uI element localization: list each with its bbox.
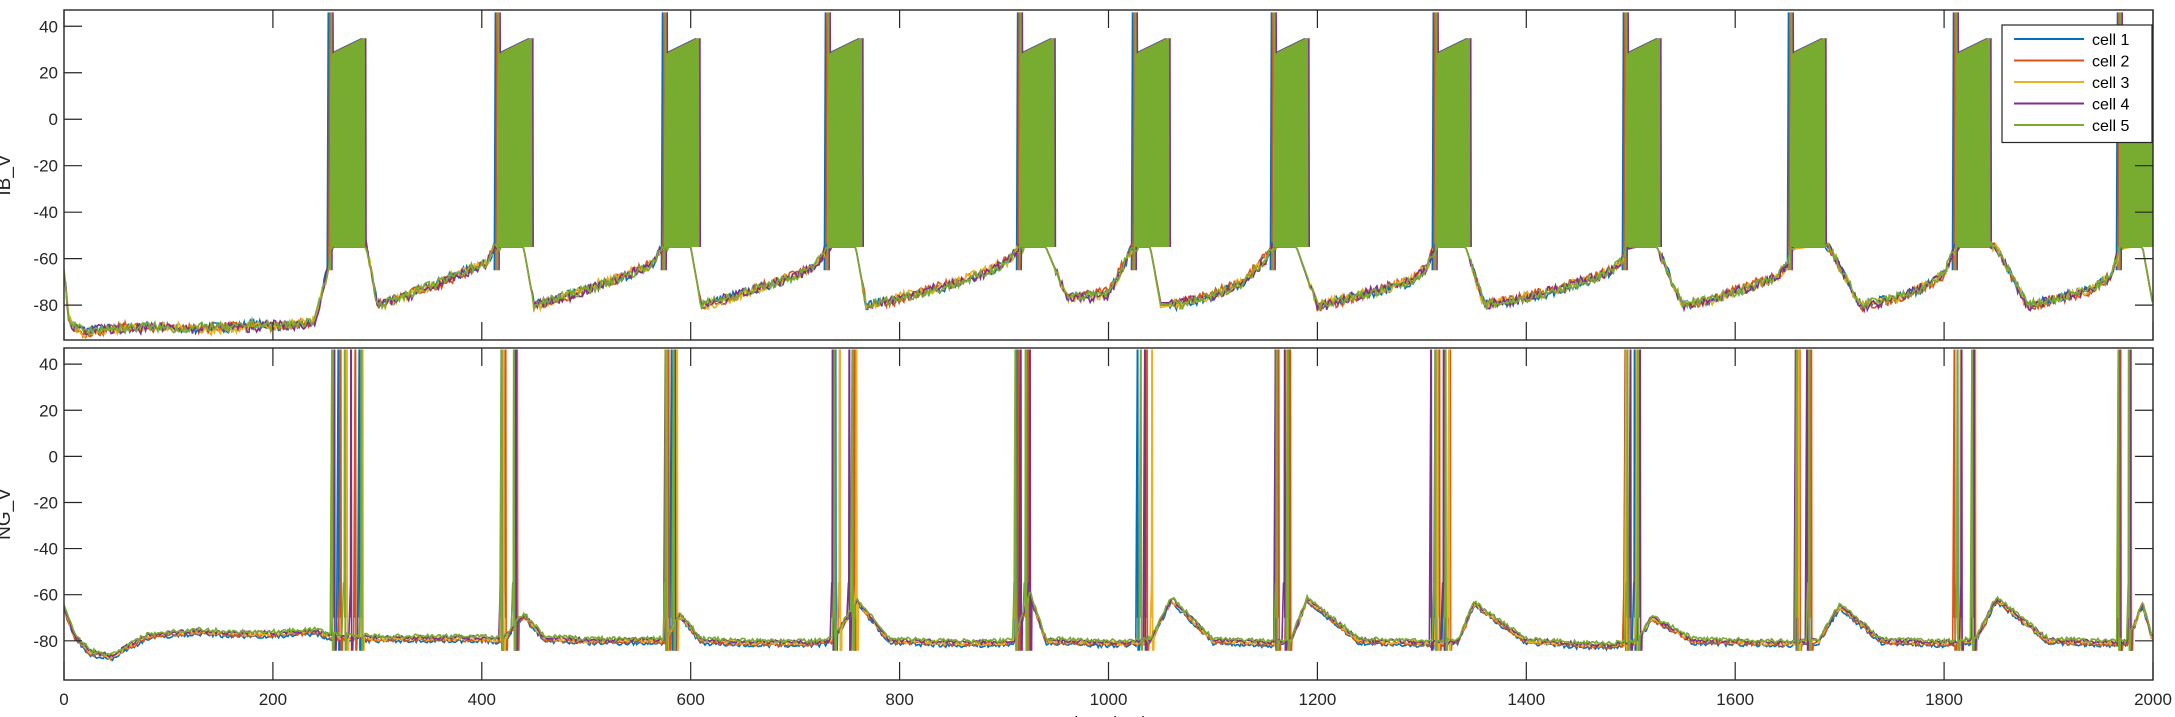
series-cell-1	[64, 12, 2153, 338]
y-tick-label: -40	[33, 540, 58, 559]
plot-area	[64, 12, 2153, 340]
trace-cell-2	[64, 349, 2153, 662]
y-tick-label: 0	[49, 110, 58, 129]
legend-label: cell 1	[2092, 32, 2129, 49]
series-cell-5	[64, 12, 2153, 338]
series-cell-2	[64, 12, 2153, 340]
legend-label: cell 2	[2092, 54, 2129, 71]
series-cell-5	[64, 349, 2153, 656]
x-tick-label: 2000	[2134, 690, 2172, 709]
burst-oscillation	[1625, 38, 1661, 248]
legend-label: cell 3	[2092, 75, 2129, 92]
y-tick-label: 20	[39, 401, 58, 420]
trace-cell-4	[64, 349, 2153, 659]
trace-cell-3	[64, 349, 2153, 660]
y-axis-label: IB_V	[0, 154, 15, 196]
x-tick-label: 1000	[1090, 690, 1128, 709]
burst-oscillation	[330, 38, 366, 248]
burst-oscillation	[1273, 38, 1309, 248]
trace-cell-5	[64, 349, 2153, 656]
trace-cell-4	[64, 239, 2153, 337]
trace-cell-1	[64, 240, 2153, 338]
axes-box	[63, 347, 2154, 681]
y-tick-label: 40	[39, 355, 58, 374]
burst-oscillation	[497, 38, 533, 248]
x-tick-label: 400	[468, 690, 496, 709]
x-tick-label: 200	[259, 690, 287, 709]
legend-label: cell 5	[2092, 118, 2129, 135]
burst-oscillation	[827, 38, 863, 248]
burst-oscillation	[1020, 38, 1055, 248]
x-tick-label: 1800	[1925, 690, 1963, 709]
x-tick-label: 600	[677, 690, 705, 709]
x-tick-label: 1600	[1716, 690, 1754, 709]
legend-box	[2001, 24, 2153, 144]
x-tick-label: 1200	[1298, 690, 1336, 709]
y-tick-label: 20	[39, 64, 58, 83]
x-tick-label: 1400	[1507, 690, 1545, 709]
y-tick-label: -60	[33, 250, 58, 269]
burst-oscillation	[1435, 38, 1471, 248]
x-tick-label: 0	[59, 690, 68, 709]
trace-cell-1	[64, 349, 2153, 662]
burst-oscillation	[1791, 38, 1826, 248]
trace-cell-5	[64, 240, 2153, 338]
ib-voltage-panel: -80 -60 -40 -20 0 20 40 IB_V	[0, 9, 2154, 341]
x-tick-label: 800	[885, 690, 913, 709]
y-tick-label: -80	[33, 296, 58, 315]
burst-oscillation	[1956, 38, 1991, 248]
plot-area	[64, 349, 2153, 662]
legend-label: cell 4	[2092, 97, 2129, 114]
y-tick-label: 0	[49, 447, 58, 466]
series-cell-2	[64, 349, 2153, 662]
legend: cell 1 cell 2 cell 3 cell 4 cell 5	[2001, 24, 2153, 144]
y-tick-label: -20	[33, 157, 58, 176]
y-tick-label: -20	[33, 493, 58, 512]
burst-oscillation	[665, 38, 700, 248]
y-tick-label: 40	[39, 17, 58, 36]
y-tick-label: -80	[33, 632, 58, 651]
y-tick-label: -40	[33, 203, 58, 222]
x-axis-label: time (ms)	[1069, 714, 1148, 717]
series-cell-3	[64, 12, 2153, 339]
series-cell-3	[64, 349, 2153, 660]
y-axis-label: NG_V	[0, 488, 15, 540]
burst-oscillation	[1135, 38, 1170, 248]
y-tick-label: -60	[33, 586, 58, 605]
series-cell-1	[64, 349, 2153, 662]
